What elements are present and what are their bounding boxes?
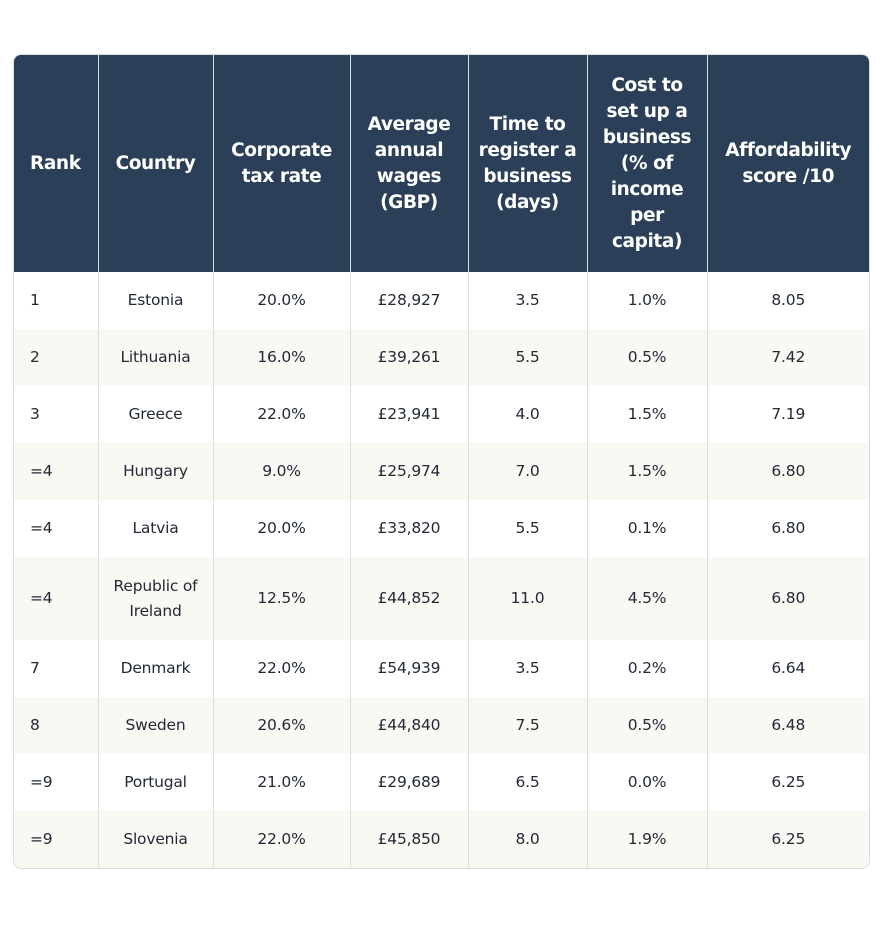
cell-average-wages: £23,941 <box>349 386 468 443</box>
table-row: 2 Lithuania 16.0% £39,261 5.5 0.5% 7.42 <box>14 329 869 386</box>
cell-time-to-register: 7.5 <box>467 697 587 754</box>
table-row: =9 Portugal 21.0% £29,689 6.5 0.0% 6.25 <box>14 754 869 811</box>
cell-country: Republic of Ireland <box>97 557 213 640</box>
cell-corporate-tax-rate: 20.0% <box>212 500 350 557</box>
cell-corporate-tax-rate: 22.0% <box>212 640 350 697</box>
table-row: 3 Greece 22.0% £23,941 4.0 1.5% 7.19 <box>14 386 869 443</box>
cell-rank: =4 <box>14 500 98 557</box>
cell-time-to-register: 11.0 <box>467 557 587 640</box>
cell-country: Denmark <box>97 640 213 697</box>
cell-time-to-register: 5.5 <box>467 329 587 386</box>
header-cost-to-set-up: Cost to set up a business (% of income p… <box>586 55 707 272</box>
cell-affordability-score: 6.64 <box>706 640 869 697</box>
cell-country: Sweden <box>97 697 213 754</box>
header-rank: Rank <box>14 55 98 272</box>
cell-country: Slovenia <box>97 811 213 868</box>
cell-affordability-score: 7.42 <box>706 329 869 386</box>
header-average-annual-wages: Average annual wages (GBP) <box>349 55 468 272</box>
cell-country: Portugal <box>97 754 213 811</box>
cell-average-wages: £25,974 <box>349 443 468 500</box>
cell-average-wages: £29,689 <box>349 754 468 811</box>
table-row: =4 Republic of Ireland 12.5% £44,852 11.… <box>14 557 869 640</box>
cell-time-to-register: 3.5 <box>467 272 587 329</box>
cell-rank: 8 <box>14 697 98 754</box>
cell-affordability-score: 6.80 <box>706 443 869 500</box>
cell-corporate-tax-rate: 16.0% <box>212 329 350 386</box>
cell-corporate-tax-rate: 12.5% <box>212 557 350 640</box>
cell-cost-to-set-up: 1.0% <box>586 272 707 329</box>
table-row: =4 Hungary 9.0% £25,974 7.0 1.5% 6.80 <box>14 443 869 500</box>
cell-affordability-score: 6.48 <box>706 697 869 754</box>
table-row: 8 Sweden 20.6% £44,840 7.5 0.5% 6.48 <box>14 697 869 754</box>
cell-average-wages: £28,927 <box>349 272 468 329</box>
table-row: =9 Slovenia 22.0% £45,850 8.0 1.9% 6.25 <box>14 811 869 868</box>
cell-time-to-register: 7.0 <box>467 443 587 500</box>
cell-country: Hungary <box>97 443 213 500</box>
cell-time-to-register: 6.5 <box>467 754 587 811</box>
cell-time-to-register: 3.5 <box>467 640 587 697</box>
cell-cost-to-set-up: 1.5% <box>586 386 707 443</box>
cell-country: Estonia <box>97 272 213 329</box>
cell-rank: =9 <box>14 754 98 811</box>
cell-cost-to-set-up: 0.1% <box>586 500 707 557</box>
cell-affordability-score: 7.19 <box>706 386 869 443</box>
cell-affordability-score: 6.25 <box>706 754 869 811</box>
cell-rank: 1 <box>14 272 98 329</box>
cell-affordability-score: 6.80 <box>706 500 869 557</box>
affordability-table-container: Rank Country Corporate tax rate Average … <box>13 54 870 869</box>
cell-time-to-register: 4.0 <box>467 386 587 443</box>
cell-cost-to-set-up: 1.5% <box>586 443 707 500</box>
table-row: 7 Denmark 22.0% £54,939 3.5 0.2% 6.64 <box>14 640 869 697</box>
header-corporate-tax-rate: Corporate tax rate <box>212 55 350 272</box>
cell-affordability-score: 6.80 <box>706 557 869 640</box>
cell-country: Lithuania <box>97 329 213 386</box>
cell-average-wages: £45,850 <box>349 811 468 868</box>
cell-affordability-score: 6.25 <box>706 811 869 868</box>
table-row: 1 Estonia 20.0% £28,927 3.5 1.0% 8.05 <box>14 272 869 329</box>
cell-rank: =4 <box>14 443 98 500</box>
cell-average-wages: £44,852 <box>349 557 468 640</box>
cell-rank: =4 <box>14 557 98 640</box>
cell-country: Latvia <box>97 500 213 557</box>
header-time-to-register: Time to register a business (days) <box>467 55 587 272</box>
cell-corporate-tax-rate: 21.0% <box>212 754 350 811</box>
header-row: Rank Country Corporate tax rate Average … <box>14 55 869 272</box>
cell-average-wages: £33,820 <box>349 500 468 557</box>
cell-country: Greece <box>97 386 213 443</box>
cell-cost-to-set-up: 4.5% <box>586 557 707 640</box>
header-country: Country <box>97 55 213 272</box>
cell-rank: 3 <box>14 386 98 443</box>
cell-cost-to-set-up: 0.5% <box>586 697 707 754</box>
cell-rank: 2 <box>14 329 98 386</box>
cell-cost-to-set-up: 0.5% <box>586 329 707 386</box>
cell-rank: =9 <box>14 811 98 868</box>
cell-cost-to-set-up: 0.2% <box>586 640 707 697</box>
cell-average-wages: £44,840 <box>349 697 468 754</box>
cell-affordability-score: 8.05 <box>706 272 869 329</box>
cell-time-to-register: 5.5 <box>467 500 587 557</box>
cell-cost-to-set-up: 1.9% <box>586 811 707 868</box>
table-body: 1 Estonia 20.0% £28,927 3.5 1.0% 8.05 2 … <box>14 272 869 868</box>
cell-cost-to-set-up: 0.0% <box>586 754 707 811</box>
cell-corporate-tax-rate: 22.0% <box>212 811 350 868</box>
cell-average-wages: £54,939 <box>349 640 468 697</box>
cell-corporate-tax-rate: 9.0% <box>212 443 350 500</box>
cell-rank: 7 <box>14 640 98 697</box>
header-affordability-score: Affordability score /10 <box>706 55 869 272</box>
table-row: =4 Latvia 20.0% £33,820 5.5 0.1% 6.80 <box>14 500 869 557</box>
cell-corporate-tax-rate: 20.0% <box>212 272 350 329</box>
cell-average-wages: £39,261 <box>349 329 468 386</box>
cell-corporate-tax-rate: 20.6% <box>212 697 350 754</box>
cell-corporate-tax-rate: 22.0% <box>212 386 350 443</box>
cell-time-to-register: 8.0 <box>467 811 587 868</box>
affordability-table: Rank Country Corporate tax rate Average … <box>14 55 869 868</box>
